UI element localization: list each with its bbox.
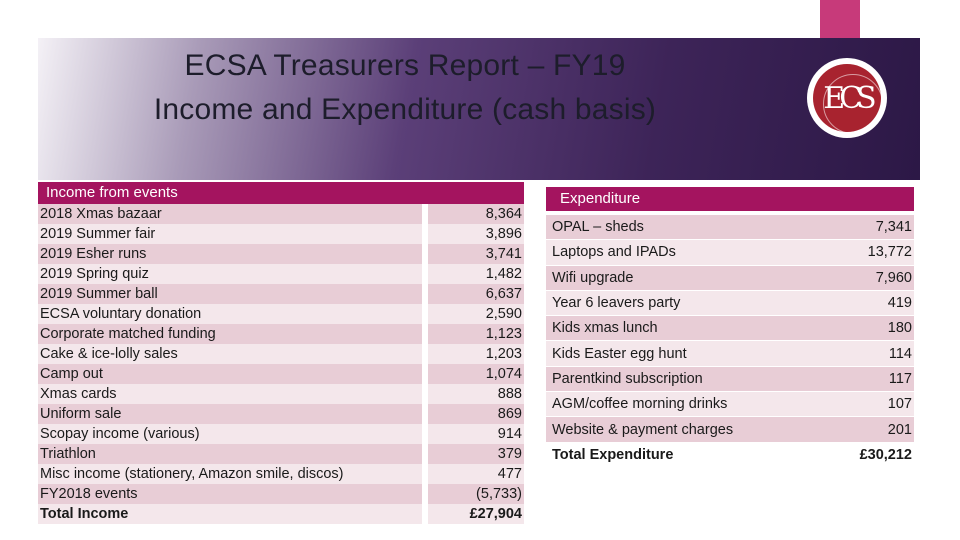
income-value: 1,482 — [428, 264, 524, 284]
expenditure-value: 419 — [887, 295, 912, 312]
table-row: Xmas cards 888 — [38, 384, 524, 404]
table-row: Triathlon 379 — [38, 444, 524, 464]
table-row: Kids Easter egg hunt 114 — [546, 341, 914, 367]
income-value: 914 — [428, 424, 524, 444]
income-label: 2019 Spring quiz — [38, 264, 422, 284]
expenditure-label: Kids Easter egg hunt — [552, 345, 687, 362]
expenditure-value: 117 — [888, 370, 912, 387]
income-value: 1,203 — [428, 344, 524, 364]
expenditure-value: 7,341 — [875, 219, 912, 236]
income-total-label: Total Income — [38, 504, 422, 524]
income-label: Uniform sale — [38, 404, 422, 424]
expenditure-label: Website & payment charges — [552, 421, 734, 438]
expenditure-table: Expenditure OPAL – sheds 7,341 Laptops an… — [546, 187, 914, 468]
table-row: Website & payment charges 201 — [546, 417, 914, 443]
income-label: 2018 Xmas bazaar — [38, 204, 422, 224]
expenditure-value: 107 — [887, 396, 912, 413]
table-row: Misc income (stationery, Amazon smile, d… — [38, 464, 524, 484]
income-label: FY2018 events — [38, 484, 422, 504]
expenditure-value: 201 — [887, 421, 912, 438]
income-total-row: Total Income £27,904 — [38, 504, 524, 524]
table-row: Camp out 1,074 — [38, 364, 524, 384]
income-value: 379 — [428, 444, 524, 464]
income-value: 477 — [428, 464, 524, 484]
income-label: Cake & ice-lolly sales — [38, 344, 422, 364]
table-row: Cake & ice-lolly sales 1,203 — [38, 344, 524, 364]
expenditure-value: 13,772 — [867, 244, 912, 261]
income-value: 3,741 — [428, 244, 524, 264]
expenditure-label: Parentkind subscription — [552, 370, 703, 387]
expenditure-total-row: Total Expenditure £30,212 — [546, 442, 914, 468]
expenditure-total-label: Total Expenditure — [552, 446, 674, 463]
income-value: 2,590 — [428, 304, 524, 324]
table-row: OPAL – sheds 7,341 — [546, 215, 914, 241]
income-value: 869 — [428, 404, 524, 424]
income-label: 2019 Summer ball — [38, 284, 422, 304]
table-row: 2018 Xmas bazaar 8,364 — [38, 204, 524, 224]
title-line-2: Income and Expenditure (cash basis) — [153, 93, 657, 126]
table-row: 2019 Summer ball 6,637 — [38, 284, 524, 304]
table-row: Kids xmas lunch 180 — [546, 316, 914, 342]
table-row: Scopay income (various) 914 — [38, 424, 524, 444]
income-label: ECSA voluntary donation — [38, 304, 422, 324]
income-label: Triathlon — [38, 444, 422, 464]
table-row: Uniform sale 869 — [38, 404, 524, 424]
table-row: Laptops and IPADs 13,772 — [546, 240, 914, 266]
logo-ring — [823, 74, 883, 134]
expenditure-total-value: £30,212 — [859, 446, 912, 463]
expenditure-label: Laptops and IPADs — [552, 244, 676, 261]
title-banner — [38, 38, 920, 180]
expenditure-label: AGM/coffee morning drinks — [552, 396, 728, 413]
income-value: (5,733) — [428, 484, 524, 504]
table-row: 2019 Spring quiz 1,482 — [38, 264, 524, 284]
table-row: 2019 Esher runs 3,741 — [38, 244, 524, 264]
expenditure-label: Kids xmas lunch — [552, 320, 658, 337]
expenditure-value: 114 — [888, 345, 912, 362]
income-value: 3,896 — [428, 224, 524, 244]
income-value: 1,123 — [428, 324, 524, 344]
income-value: 6,637 — [428, 284, 524, 304]
expenditure-value: 7,960 — [875, 269, 912, 286]
expenditure-header: Expenditure — [546, 187, 914, 211]
table-row: ECSA voluntary donation 2,590 — [38, 304, 524, 324]
income-label: Xmas cards — [38, 384, 422, 404]
table-row: 2019 Summer fair 3,896 — [38, 224, 524, 244]
table-row: Year 6 leavers party 419 — [546, 290, 914, 317]
title-line-1: ECSA Treasurers Report – FY19 — [184, 49, 626, 82]
income-value: 1,074 — [428, 364, 524, 384]
expenditure-label: Year 6 leavers party — [552, 295, 681, 312]
income-label: 2019 Summer fair — [38, 224, 422, 244]
table-row: Wifi upgrade 7,960 — [546, 265, 914, 291]
expenditure-label: Wifi upgrade — [552, 269, 634, 286]
income-header: Income from events — [38, 182, 524, 204]
table-row: AGM/coffee morning drinks 107 — [546, 392, 914, 418]
income-value: 888 — [428, 384, 524, 404]
income-table: Income from events 2018 Xmas bazaar 8,364… — [38, 182, 524, 524]
logo-emblem: ECS — [813, 64, 883, 134]
income-label: Scopay income (various) — [38, 424, 422, 444]
income-label: Corporate matched funding — [38, 324, 422, 344]
table-row: Corporate matched funding 1,123 — [38, 324, 524, 344]
income-label: Misc income (stationery, Amazon smile, d… — [38, 464, 422, 484]
expenditure-value: 180 — [887, 320, 912, 337]
income-total-value: £27,904 — [428, 504, 524, 524]
expenditure-label: OPAL – sheds — [552, 219, 644, 236]
income-value: 8,364 — [428, 204, 524, 224]
table-row: FY2018 events (5,733) — [38, 484, 524, 504]
income-label: 2019 Esher runs — [38, 244, 422, 264]
page-title: ECSA Treasurers Report – FY19 Income and… — [95, 44, 715, 132]
table-row: Parentkind subscription 117 — [546, 366, 914, 393]
ecs-logo: ECS — [807, 58, 887, 138]
income-label: Camp out — [38, 364, 422, 384]
